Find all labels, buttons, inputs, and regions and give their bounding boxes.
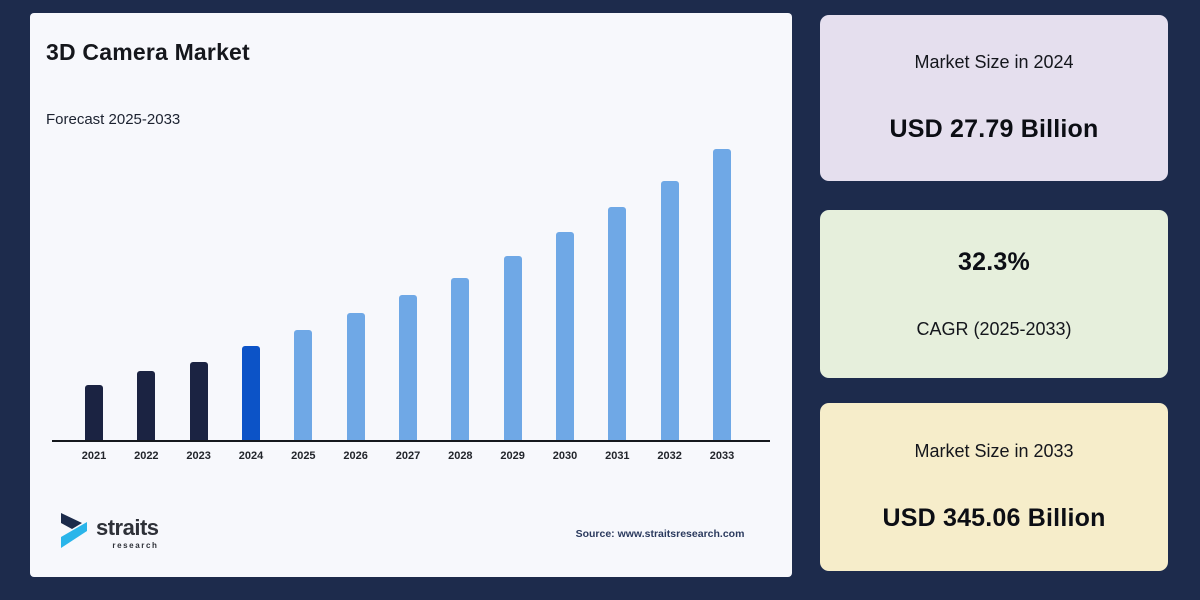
x-axis-label-2029: 2029	[500, 450, 525, 462]
bar-group-2033: 2033	[700, 149, 744, 462]
x-axis-label-2021: 2021	[81, 450, 107, 462]
stat-label: CAGR (2025-2033)	[916, 319, 1072, 339]
stat-card-market-size-2033: Market Size in 2033 USD 345.06 Billion	[820, 403, 1168, 571]
bar-2021	[85, 385, 103, 440]
x-axis-label-2027: 2027	[395, 450, 421, 462]
bar-group-2031: 2031	[595, 207, 639, 462]
bar-group-2028: 2028	[438, 278, 482, 462]
bar-group-2025: 2025	[281, 330, 325, 462]
bar-2027	[398, 295, 417, 440]
stat-card-market-size-2024: Market Size in 2024 USD 27.79 Billion	[820, 15, 1168, 181]
bar-2032	[660, 181, 679, 440]
x-axis-label-2032: 2032	[657, 450, 682, 462]
stat-value: USD 345.06 Billion	[882, 504, 1106, 532]
bar-group-2024: 2024	[229, 346, 273, 462]
bar-group-2021: 2021	[72, 385, 116, 462]
stat-value: 32.3%	[958, 248, 1030, 276]
bar-group-2032: 2032	[648, 181, 692, 462]
x-axis-label-2025: 2025	[291, 450, 316, 462]
bar-chart: 2021 2022 2023 2024 2025 2026 2027 2028 2029 2030…	[52, 142, 770, 462]
x-axis-label-2026: 2026	[343, 450, 368, 462]
bar-2031	[608, 207, 627, 440]
chart-subtitle: Forecast 2025-2033	[46, 111, 181, 128]
source-text: Source: www.straitsresearch.com	[575, 528, 745, 540]
bar-2029	[503, 256, 522, 440]
chart-card: 3D Camera Market Forecast 2025-2033 2021…	[30, 13, 792, 577]
bar-group-2029: 2029	[491, 256, 535, 462]
straits-research-logo: straits research	[60, 511, 159, 554]
stat-card-cagr: 32.3% CAGR (2025-2033)	[820, 210, 1168, 378]
x-axis-label-2023: 2023	[186, 450, 211, 462]
bar-2033	[712, 149, 731, 440]
chart-title: 3D Camera Market	[46, 39, 250, 65]
stat-label: Market Size in 2033	[914, 441, 1074, 461]
bar-group-2023: 2023	[177, 362, 221, 462]
bar-2022	[137, 371, 156, 440]
x-axis-label-2024: 2024	[238, 450, 264, 462]
bar-2026	[346, 313, 365, 440]
x-axis-label-2033: 2033	[709, 450, 735, 462]
bar-group-2027: 2027	[386, 295, 430, 462]
stat-label: Market Size in 2024	[914, 52, 1074, 72]
bar-group-2026: 2026	[334, 313, 378, 462]
bar-group-2030: 2030	[543, 232, 587, 462]
bar-2023	[189, 362, 208, 440]
bar-2030	[555, 232, 574, 440]
bar-group-2022: 2022	[124, 371, 168, 462]
stat-value: USD 27.79 Billion	[889, 115, 1099, 143]
straits-logo-icon	[60, 511, 90, 554]
bar-2028	[451, 278, 470, 440]
x-axis-label-2022: 2022	[134, 450, 159, 462]
x-axis-label-2030: 2030	[552, 450, 578, 462]
logo-subtitle: research	[112, 541, 159, 550]
bar-2024	[241, 346, 260, 440]
x-axis-label-2031: 2031	[605, 450, 630, 462]
x-axis-label-2028: 2028	[448, 450, 473, 462]
straits-logo-text: straits research	[96, 515, 159, 551]
bar-2025	[294, 330, 313, 440]
logo-name: straits	[96, 515, 159, 540]
